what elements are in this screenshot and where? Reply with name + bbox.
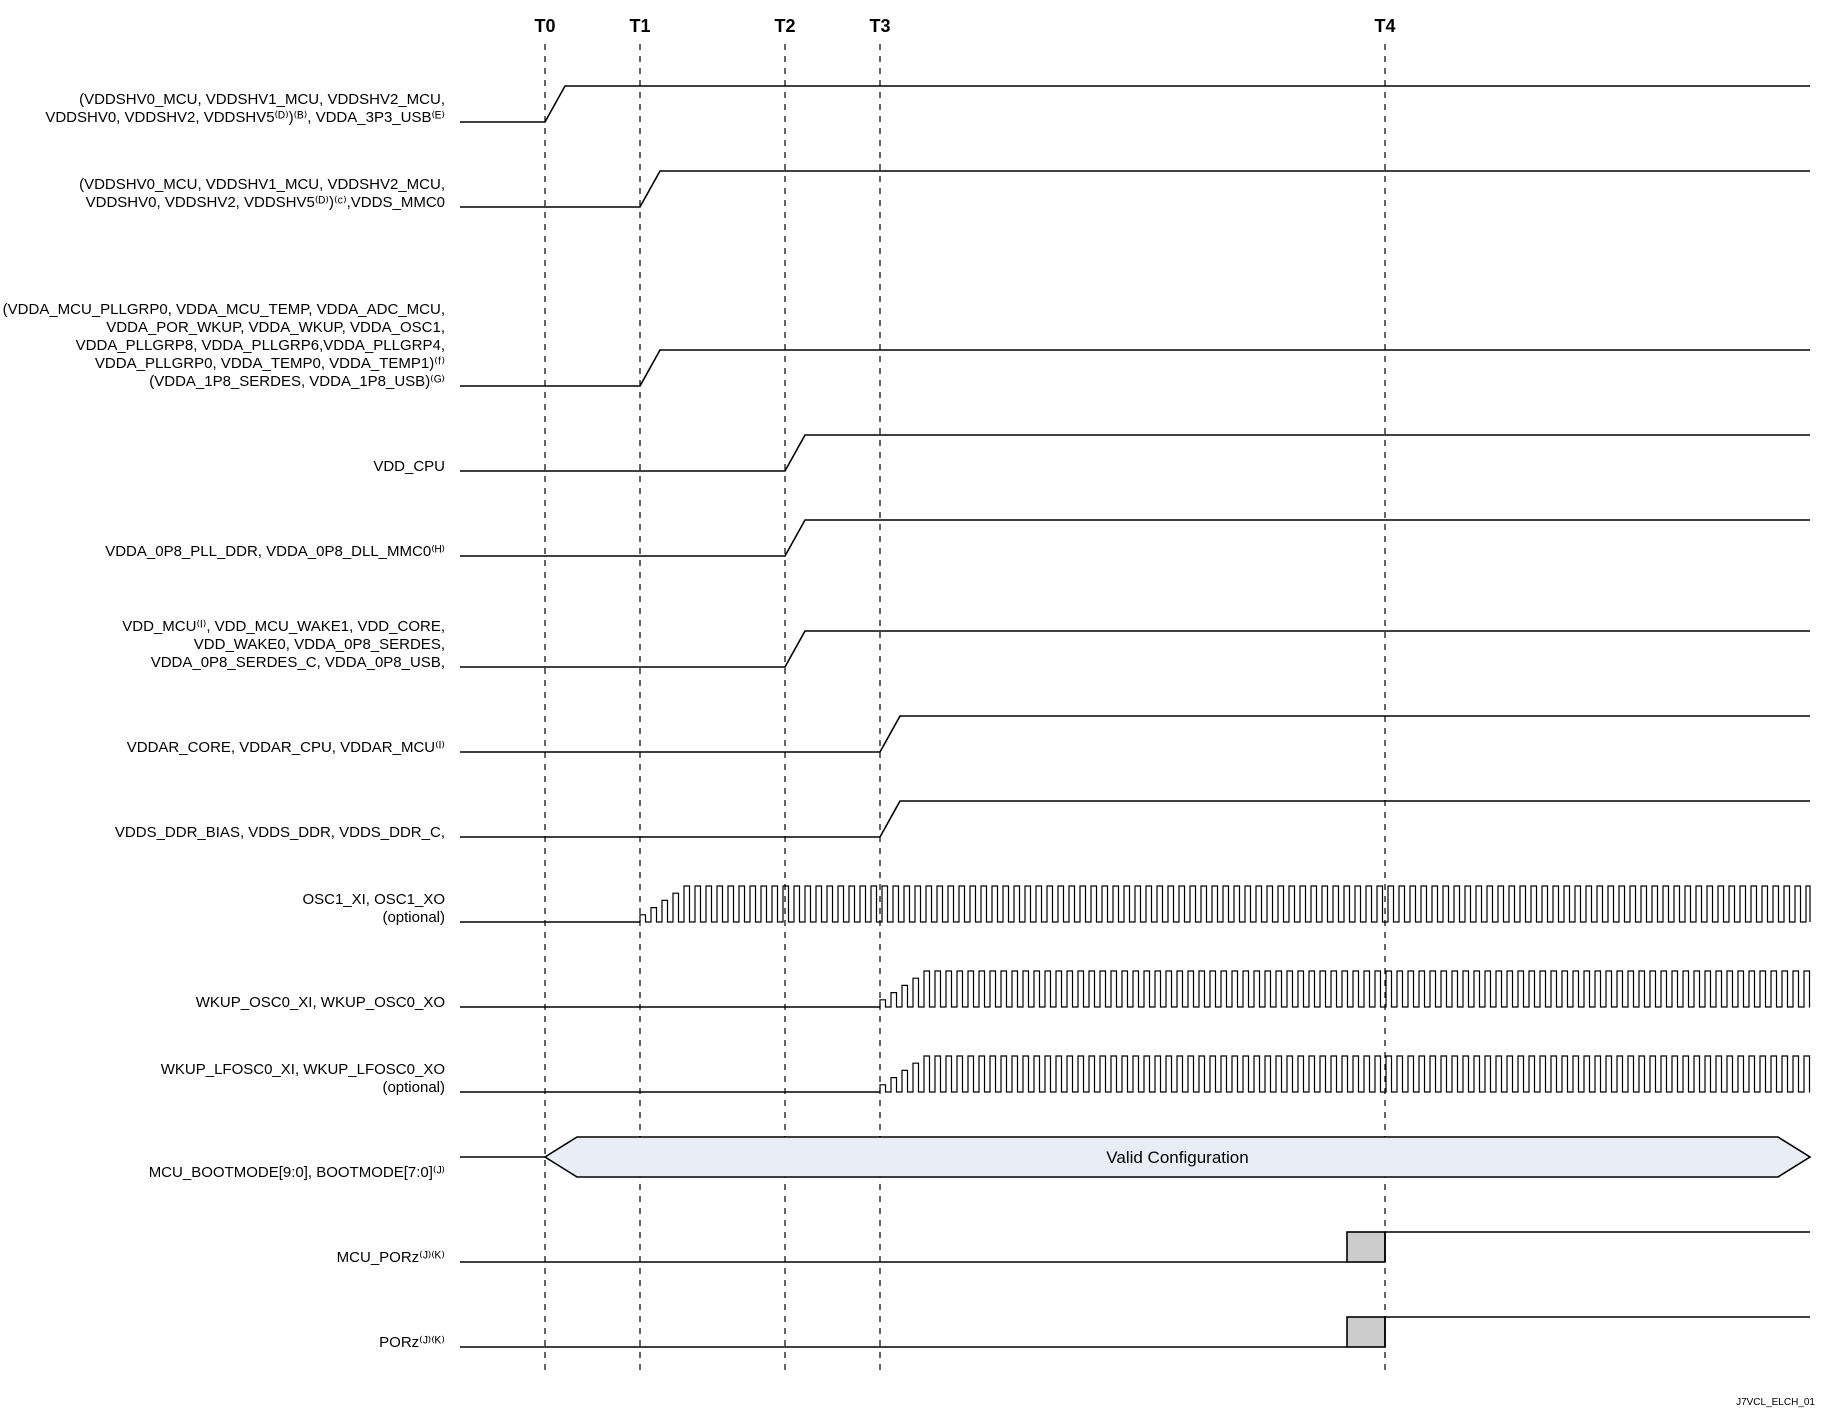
porz-uncertainty-region [1347,1232,1385,1262]
porz-rise [1385,1232,1810,1262]
row-label-r2-line0: (VDDSHV0_MCU, VDDSHV1_MCU, VDDSHV2_MCU, [79,176,445,193]
row-label-r1-line0: (VDDSHV0_MCU, VDDSHV1_MCU, VDDSHV2_MCU, [79,91,445,108]
row-label-r6-line1: VDD_WAKE0, VDDA_0P8_SERDES, [194,636,445,653]
time-label-T4: T4 [1374,16,1395,36]
row-label-r11-line1: (optional) [382,1079,445,1096]
row-label-r14-line0: PORz⁽ᴶ⁾⁽ᴷ⁾ [379,1334,445,1351]
step-signal [460,520,1810,556]
row-label-r4-line0: VDD_CPU [373,458,445,475]
row-label-r8-line0: VDDS_DDR_BIAS, VDDS_DDR, VDDS_DDR_C, [115,824,445,841]
row-label-r2-line1: VDDSHV0, VDDSHV2, VDDSHV5⁽ᴰ⁾)⁽ᶜ⁾,VDDS_MM… [86,194,445,211]
clock-signal [640,886,1810,922]
row-label-r10-line0: WKUP_OSC0_XI, WKUP_OSC0_XO [196,994,445,1011]
timing-diagram: T0 T1 T2 T3 T4 (VDDSHV0_MCU, VDDSHV1_MCU, VDD… [0,0,1827,1413]
row-label-r5-line0: VDDA_0P8_PLL_DDR, VDDA_0P8_DLL_MMC0⁽ᴴ⁾ [105,543,445,560]
row-label-r3-line3: VDDA_PLLGRP0, VDDA_TEMP0, VDDA_TEMP1)⁽ᶠ⁾ [95,355,445,372]
row-label-r12-line0: MCU_BOOTMODE[9:0], BOOTMODE[7:0]⁽ᴶ⁾ [149,1164,445,1181]
row-label-r3-line1: VDDA_POR_WKUP, VDDA_WKUP, VDDA_OSC1, [106,319,445,336]
step-signal [460,716,1810,752]
row-label-r7-line0: VDDAR_CORE, VDDAR_CPU, VDDAR_MCU⁽ᴵ⁾ [127,739,445,756]
time-label-T2: T2 [774,16,795,36]
row-label-r3-line2: VDDA_PLLGRP8, VDDA_PLLGRP6,VDDA_PLLGRP4, [76,337,445,354]
clock-signal [880,1056,1810,1092]
step-signal [460,801,1810,837]
time-label-T1: T1 [629,16,650,36]
row-label-r6-line2: VDDA_0P8_SERDES_C, VDDA_0P8_USB, [151,654,445,671]
time-label-T0: T0 [534,16,555,36]
row-label-r1-line1: VDDSHV0, VDDSHV2, VDDSHV5⁽ᴰ⁾)⁽ᴮ⁾, VDDA_3… [45,109,445,126]
row-label-r13-line0: MCU_PORz⁽ᴶ⁾⁽ᴷ⁾ [337,1249,445,1266]
step-signal [460,86,1810,122]
row-label-r6-line0: VDD_MCU⁽ᴵ⁾, VDD_MCU_WAKE1, VDD_CORE, [122,618,445,635]
porz-uncertainty-region [1347,1317,1385,1347]
row-label-r9-line0: OSC1_XI, OSC1_XO [302,891,445,908]
row-label-r3-line0: (VDDA_MCU_PLLGRP0, VDDA_MCU_TEMP, VDDA_A… [3,301,445,318]
valid-config-label: Valid Configuration [1106,1148,1248,1167]
clock-signal [880,971,1810,1007]
time-label-T3: T3 [869,16,890,36]
row-label-r9-line1: (optional) [382,909,445,926]
step-signal [460,435,1810,471]
figure-id-label: J7VCL_ELCH_01 [1736,1397,1815,1408]
porz-rise [1385,1317,1810,1347]
step-signal [460,350,1810,386]
row-label-r11-line0: WKUP_LFOSC0_XI, WKUP_LFOSC0_XO [161,1061,445,1078]
step-signal [460,631,1810,667]
row-label-r3-line4: (VDDA_1P8_SERDES, VDDA_1P8_USB)⁽ᴳ⁾ [149,373,445,390]
step-signal [460,171,1810,207]
